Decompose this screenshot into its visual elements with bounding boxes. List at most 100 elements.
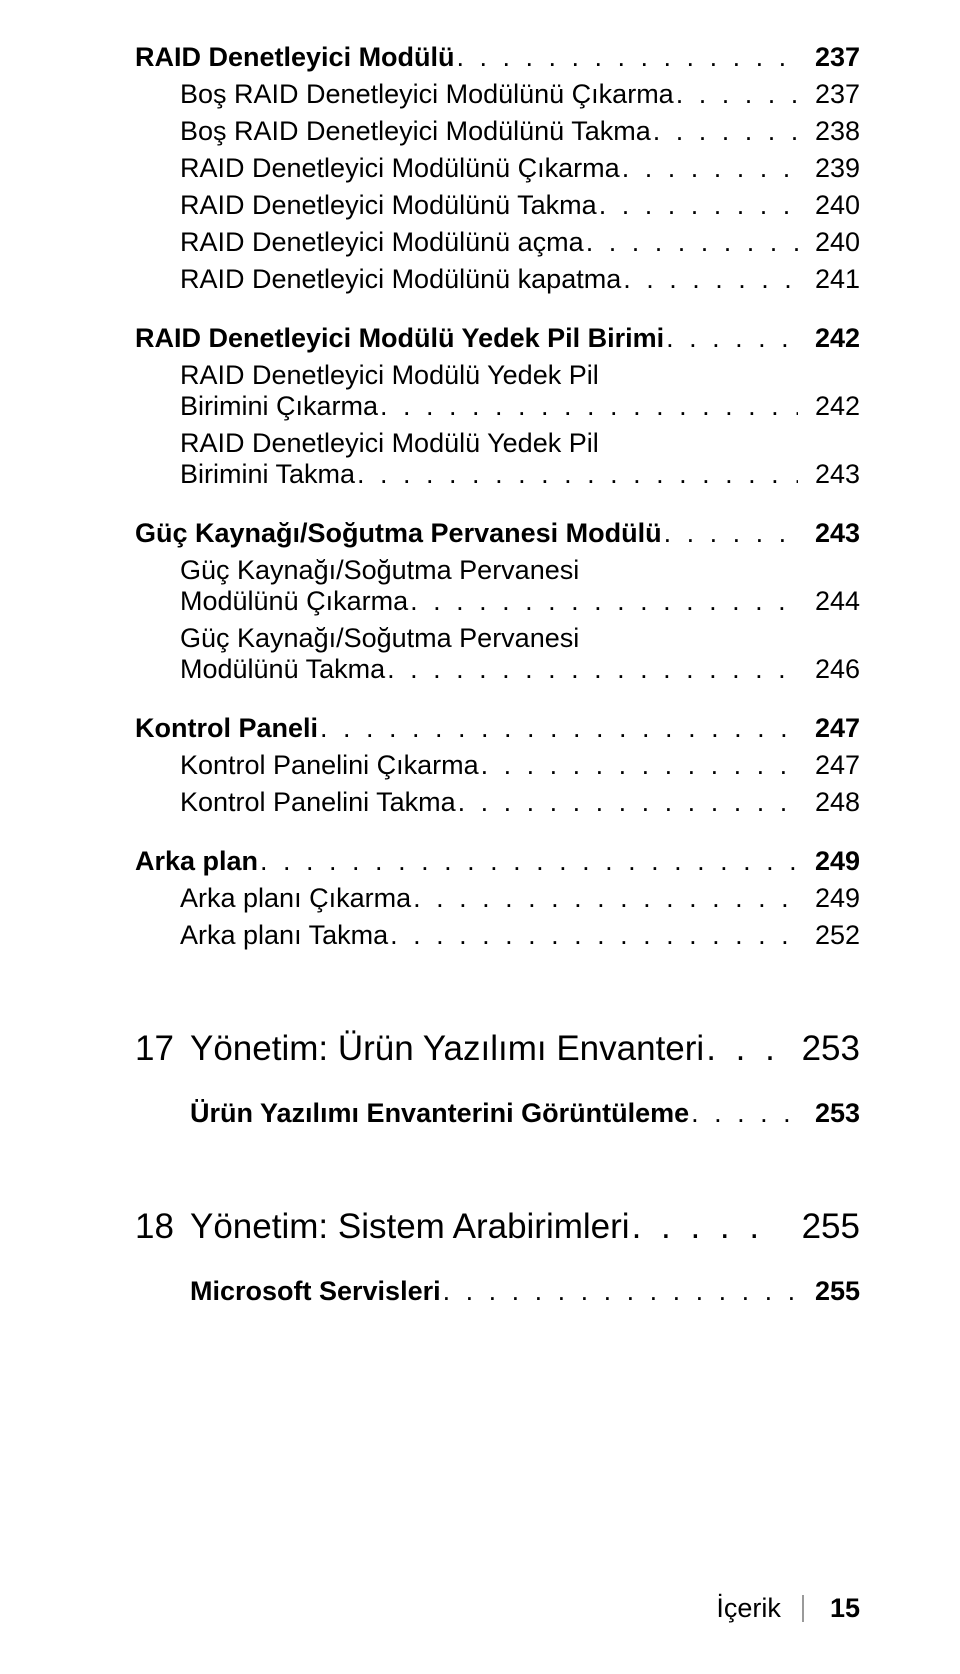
toc-item: Güç Kaynağı/Soğutma Pervanesi Modülünü Ç… bbox=[135, 555, 860, 617]
toc-chapter-17: 17 Yönetim: Ürün Yazılımı Envanteri . . … bbox=[135, 1029, 860, 1069]
toc-label: Boş RAID Denetleyici Modülünü Çıkarma bbox=[180, 79, 674, 110]
toc-label-line2: Birimini Takma bbox=[180, 459, 355, 490]
toc-page-number: 243 bbox=[798, 459, 860, 490]
toc-label: Kontrol Panelini Çıkarma bbox=[180, 750, 479, 781]
toc-page-number: 255 bbox=[798, 1276, 860, 1307]
toc-page-number: 242 bbox=[798, 391, 860, 422]
page-footer: İçerik 15 bbox=[716, 1593, 860, 1624]
toc-page-number: 240 bbox=[798, 190, 860, 221]
toc-section-control-panel: Kontrol Paneli . . . . . . . . . . . . .… bbox=[135, 713, 860, 744]
toc-item: Kontrol Panelini Takma . . . . . . . . .… bbox=[135, 787, 860, 818]
toc-dots: . . . . . . . . . . . . . . . . . . . . … bbox=[411, 883, 798, 914]
toc-label: Arka planı Takma bbox=[180, 920, 388, 951]
toc-dots: . . . . . . . . . . . . . . . . . . . . … bbox=[408, 586, 798, 617]
toc-page-number: 249 bbox=[798, 883, 860, 914]
toc-page-number: 252 bbox=[798, 920, 860, 951]
toc-label: Ürün Yazılımı Envanterini Görüntüleme bbox=[190, 1098, 689, 1129]
toc-item: Güç Kaynağı/Soğutma Pervanesi Modülünü T… bbox=[135, 623, 860, 685]
toc-page-number: 237 bbox=[798, 42, 860, 73]
toc-label-line2: Modülünü Takma bbox=[180, 654, 385, 685]
toc-dots: . . . . . . . . . . . . . . . . . . . . … bbox=[455, 42, 798, 73]
toc-dots: . . . . . . . . . . . . . . . . . . . . … bbox=[662, 518, 798, 549]
toc-item: RAID Denetleyici Modülünü Takma . . . . … bbox=[135, 190, 860, 221]
toc-dots: . . . . . . . . . . . . . . . . . . . . … bbox=[621, 264, 798, 295]
toc-page-number: 242 bbox=[798, 323, 860, 354]
toc-label-line1: RAID Denetleyici Modülü Yedek Pil bbox=[180, 360, 860, 391]
toc-page-number: 246 bbox=[798, 654, 860, 685]
footer-page-number: 15 bbox=[830, 1593, 860, 1623]
toc-label: RAID Denetleyici Modülünü kapatma bbox=[180, 264, 621, 295]
toc-section-backplane: Arka plan . . . . . . . . . . . . . . . … bbox=[135, 846, 860, 877]
toc-dots: . . . . . . . . . . . . . . . . . . . . … bbox=[597, 190, 798, 221]
toc-section-firmware-inventory: Ürün Yazılımı Envanterini Görüntüleme . … bbox=[135, 1098, 860, 1129]
toc-label: RAID Denetleyici Modülü bbox=[135, 42, 455, 73]
toc-dots: . . . . . . . . . . . . . . . . . . . . … bbox=[318, 713, 798, 744]
toc-page-number: 241 bbox=[798, 264, 860, 295]
toc-item: RAID Denetleyici Modülünü açma . . . . .… bbox=[135, 227, 860, 258]
toc-dots: . . . . . . . . . . . . . . . . . . . . … bbox=[258, 846, 798, 877]
toc-label: Boş RAID Denetleyici Modülünü Takma bbox=[180, 116, 651, 147]
toc-item: Boş RAID Denetleyici Modülünü Takma . . … bbox=[135, 116, 860, 147]
toc-dots: . . . . . . . . . . . . . . . . . . . . … bbox=[385, 654, 798, 685]
toc-page-number: 255 bbox=[780, 1207, 860, 1247]
toc-page-number: 237 bbox=[798, 79, 860, 110]
toc-item: Arka planı Çıkarma . . . . . . . . . . .… bbox=[135, 883, 860, 914]
toc-label: RAID Denetleyici Modülünü açma bbox=[180, 227, 584, 258]
toc-section-raid-module: RAID Denetleyici Modülü . . . . . . . . … bbox=[135, 42, 860, 73]
toc-label-line1: Güç Kaynağı/Soğutma Pervanesi bbox=[180, 623, 860, 654]
toc-dots: . . . . . . . . . . . . . . . . . . . . … bbox=[620, 153, 798, 184]
toc-label: Kontrol Paneli bbox=[135, 713, 318, 744]
toc-label: Kontrol Panelini Takma bbox=[180, 787, 456, 818]
toc-page-number: 240 bbox=[798, 227, 860, 258]
toc-label: Microsoft Servisleri bbox=[190, 1276, 441, 1307]
toc-page-number: 243 bbox=[798, 518, 860, 549]
toc-label: RAID Denetleyici Modülü Yedek Pil Birimi bbox=[135, 323, 664, 354]
toc-label: RAID Denetleyici Modülünü Takma bbox=[180, 190, 597, 221]
toc-item: RAID Denetleyici Modülü Yedek Pil Birimi… bbox=[135, 428, 860, 490]
toc-label: Arka plan bbox=[135, 846, 258, 877]
toc-item: RAID Denetleyici Modülünü kapatma . . . … bbox=[135, 264, 860, 295]
toc-label-line1: RAID Denetleyici Modülü Yedek Pil bbox=[180, 428, 860, 459]
chapter-number: 17 bbox=[135, 1029, 190, 1069]
toc-dots: . . . . . . . . . . . . . . . . . . . . … bbox=[630, 1207, 780, 1247]
toc-page-number: 247 bbox=[798, 750, 860, 781]
toc-page-number: 249 bbox=[798, 846, 860, 877]
toc-item: RAID Denetleyici Modülü Yedek Pil Birimi… bbox=[135, 360, 860, 422]
toc-dots: . . . . . . . . . . . . . . . . . . . . … bbox=[388, 920, 798, 951]
toc-label: Yönetim: Sistem Arabirimleri bbox=[190, 1207, 630, 1247]
toc-item: RAID Denetleyici Modülünü Çıkarma . . . … bbox=[135, 153, 860, 184]
toc-page-number: 239 bbox=[798, 153, 860, 184]
toc-label: Güç Kaynağı/Soğutma Pervanesi Modülü bbox=[135, 518, 662, 549]
toc-dots: . . . . . . . . . . . . . . . . . . . . … bbox=[689, 1098, 798, 1129]
toc-item: Arka planı Takma . . . . . . . . . . . .… bbox=[135, 920, 860, 951]
toc-item: Boş RAID Denetleyici Modülünü Çıkarma . … bbox=[135, 79, 860, 110]
toc-label: RAID Denetleyici Modülünü Çıkarma bbox=[180, 153, 620, 184]
toc-dots: . . . . . . . . . . . . . . . . . . . . … bbox=[664, 323, 798, 354]
toc-label-line2: Modülünü Çıkarma bbox=[180, 586, 408, 617]
toc-page: RAID Denetleyici Modülü . . . . . . . . … bbox=[0, 0, 960, 1307]
toc-dots: . . . . . . . . . . . . . . . . . . . . … bbox=[441, 1276, 798, 1307]
toc-dots: . . . . . . . . . . . . . . . . . . . . … bbox=[479, 750, 798, 781]
chapter-number: 18 bbox=[135, 1207, 190, 1247]
toc-dots: . . . . . . . . . . . . . . . . . . . . … bbox=[704, 1029, 780, 1069]
toc-dots: . . . . . . . . . . . . . . . . . . . . … bbox=[355, 459, 798, 490]
toc-dots: . . . . . . . . . . . . . . . . . . . . … bbox=[651, 116, 798, 147]
footer-divider bbox=[802, 1595, 804, 1622]
toc-page-number: 238 bbox=[798, 116, 860, 147]
toc-section-psu-fan: Güç Kaynağı/Soğutma Pervanesi Modülü . .… bbox=[135, 518, 860, 549]
toc-label-line1: Güç Kaynağı/Soğutma Pervanesi bbox=[180, 555, 860, 586]
toc-section-battery-unit: RAID Denetleyici Modülü Yedek Pil Birimi… bbox=[135, 323, 860, 354]
toc-dots: . . . . . . . . . . . . . . . . . . . . … bbox=[378, 391, 798, 422]
toc-chapter-18: 18 Yönetim: Sistem Arabirimleri . . . . … bbox=[135, 1207, 860, 1247]
toc-section-ms-services: Microsoft Servisleri . . . . . . . . . .… bbox=[135, 1276, 860, 1307]
toc-page-number: 253 bbox=[798, 1098, 860, 1129]
toc-item: Kontrol Panelini Çıkarma . . . . . . . .… bbox=[135, 750, 860, 781]
toc-dots: . . . . . . . . . . . . . . . . . . . . … bbox=[456, 787, 798, 818]
toc-page-number: 253 bbox=[780, 1029, 860, 1069]
toc-label: Yönetim: Ürün Yazılımı Envanteri bbox=[190, 1029, 704, 1069]
toc-page-number: 244 bbox=[798, 586, 860, 617]
toc-dots: . . . . . . . . . . . . . . . . . . . . … bbox=[584, 227, 798, 258]
toc-page-number: 247 bbox=[798, 713, 860, 744]
footer-label: İçerik bbox=[716, 1593, 781, 1623]
toc-page-number: 248 bbox=[798, 787, 860, 818]
